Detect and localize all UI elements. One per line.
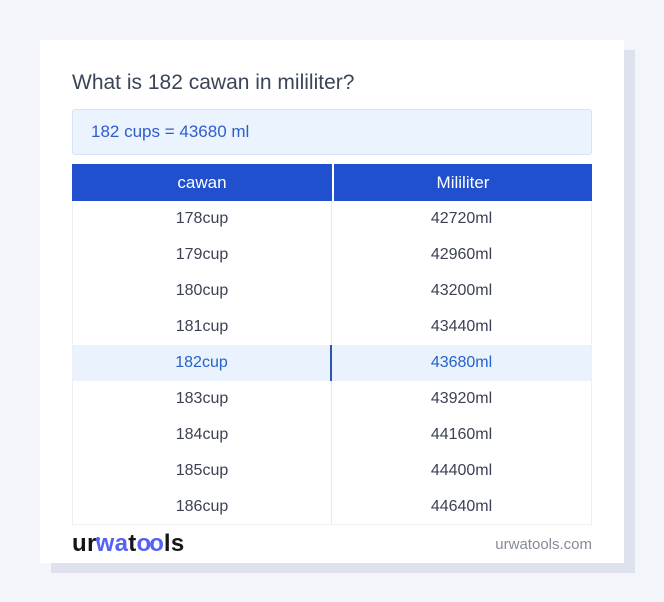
cell-mililiter: 42720ml xyxy=(332,201,592,237)
table-row: 186cup 44640ml xyxy=(72,489,592,525)
site-url: urwatools.com xyxy=(495,535,592,553)
table-row: 183cup 43920ml xyxy=(72,381,592,417)
column-header-cawan: cawan xyxy=(72,164,332,201)
page-title: What is 182 cawan in mililiter? xyxy=(72,71,355,94)
logo-text-ls: ls xyxy=(163,530,185,557)
logo-text-t: t xyxy=(128,530,137,557)
cell-mililiter: 44160ml xyxy=(332,417,592,453)
cell-mililiter: 44640ml xyxy=(332,489,592,525)
cell-cawan: 181cup xyxy=(72,309,332,345)
table-body: 178cup 42720ml 179cup 42960ml 180cup 43200ml 1… xyxy=(72,201,592,525)
logo-text-ur: ur xyxy=(72,530,97,557)
cell-cawan: 178cup xyxy=(72,201,332,237)
table-row: 182cup 43680ml xyxy=(72,345,592,381)
logo-ring-icon xyxy=(95,537,100,541)
table-row: 185cup 44400ml xyxy=(72,453,592,489)
footer: urwatools urwatools.com xyxy=(72,525,592,563)
cell-mililiter: 43440ml xyxy=(332,309,592,345)
table-row: 179cup 42960ml xyxy=(72,237,592,273)
cell-cawan: 184cup xyxy=(72,417,332,453)
table-row: 178cup 42720ml xyxy=(72,201,592,237)
cell-cawan: 182cup xyxy=(72,345,332,381)
cell-mililiter: 44400ml xyxy=(332,453,592,489)
conversion-table: cawan Mililiter 178cup 42720ml 179cup 42960… xyxy=(72,164,592,525)
cell-cawan: 185cup xyxy=(72,453,332,489)
cell-cawan: 180cup xyxy=(72,273,332,309)
logo-text-wa: wa xyxy=(95,530,129,557)
cell-mililiter: 43200ml xyxy=(332,273,592,309)
cell-mililiter: 43920ml xyxy=(332,381,592,417)
logo-text-oo: oo xyxy=(136,530,164,557)
table-row: 181cup 43440ml xyxy=(72,309,592,345)
table-row: 180cup 43200ml xyxy=(72,273,592,309)
cell-mililiter: 43680ml xyxy=(332,345,592,381)
cell-mililiter: 42960ml xyxy=(332,237,592,273)
result-box: 182 cups = 43680 ml xyxy=(72,109,592,155)
table-header-row: cawan Mililiter xyxy=(72,164,592,201)
conversion-card: What is 182 cawan in mililiter? 182 cups… xyxy=(40,40,624,563)
result-text: 182 cups = 43680 ml xyxy=(91,122,250,141)
column-header-mililiter: Mililiter xyxy=(332,164,592,201)
cell-cawan: 186cup xyxy=(72,489,332,525)
cell-cawan: 179cup xyxy=(72,237,332,273)
table-row: 184cup 44160ml xyxy=(72,417,592,453)
cell-cawan: 183cup xyxy=(72,381,332,417)
site-logo[interactable]: urwatools xyxy=(72,532,184,556)
